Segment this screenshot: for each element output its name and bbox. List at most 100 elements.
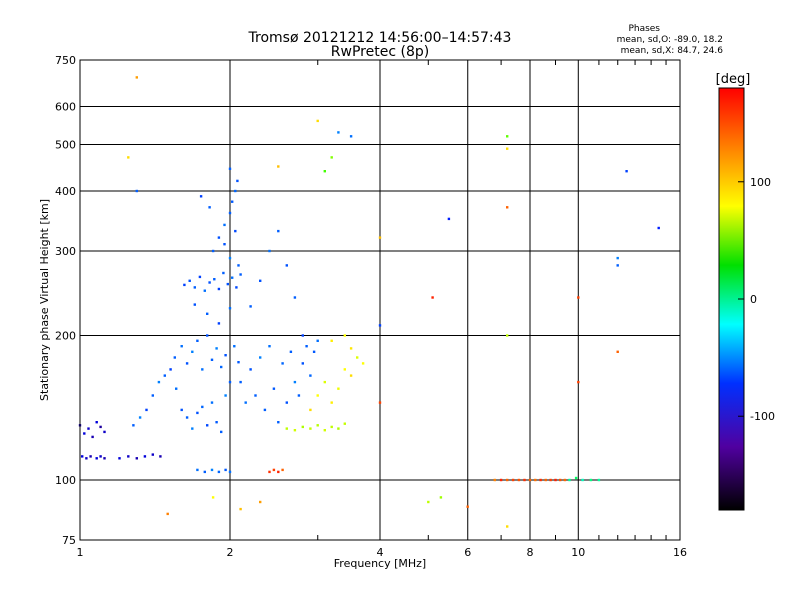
data-point [349, 347, 353, 350]
data-point [559, 478, 562, 482]
data-point [228, 167, 232, 170]
data-point [616, 264, 619, 267]
data-point [191, 350, 194, 353]
data-point [223, 223, 226, 227]
data-point [616, 350, 619, 353]
y-axis-ticks: 75 100 200 300 400 500 600 750 [55, 54, 76, 547]
data-point [151, 453, 154, 456]
chart-subtitle: RwPretec (8p) [331, 44, 429, 60]
x-tick-label: 2 [227, 546, 234, 559]
data-point [523, 478, 526, 482]
data-point [217, 322, 221, 325]
colorbar-ticks: 100 0 -100 [738, 176, 775, 423]
data-point [316, 339, 319, 342]
data-point [277, 229, 280, 233]
data-point [272, 468, 276, 472]
data-point [188, 279, 191, 282]
data-point [574, 476, 578, 480]
data-point [309, 374, 312, 377]
data-point [180, 345, 183, 348]
data-point [127, 455, 130, 458]
data-point [511, 478, 515, 482]
data-point [616, 256, 619, 260]
data-point [143, 455, 147, 458]
data-point [259, 500, 262, 504]
y-tick-label: 750 [55, 54, 76, 67]
data-point [210, 358, 214, 361]
data-point [91, 435, 94, 439]
data-point [361, 362, 365, 365]
data-point [343, 334, 346, 337]
data-point [581, 478, 584, 482]
data-point [309, 408, 312, 412]
data-point [132, 424, 135, 427]
data-point [349, 374, 353, 377]
data-point [554, 478, 557, 482]
data-point [95, 457, 98, 460]
data-point [206, 424, 209, 427]
data-point [506, 206, 509, 209]
data-point [145, 408, 148, 412]
data-point [343, 422, 346, 425]
data-point [237, 361, 240, 364]
data-point [138, 416, 142, 419]
data-point [337, 131, 340, 134]
data-point [337, 427, 340, 430]
data-point [226, 282, 229, 286]
data-point [203, 470, 206, 474]
data-point [493, 478, 496, 482]
data-point [210, 468, 214, 472]
data-point [293, 296, 297, 299]
data-point [281, 468, 284, 472]
data-point [277, 421, 280, 424]
data-point [103, 457, 106, 460]
data-point [211, 496, 215, 499]
data-point [577, 380, 580, 384]
phase-box-x-stats: mean, sd,X: 84.7, 24.6 [621, 46, 724, 56]
data-point [87, 427, 90, 430]
phase-box-o-stats: mean, sd,O: -89.0, 18.2 [617, 35, 723, 45]
data-point [281, 362, 284, 365]
data-point [157, 380, 161, 384]
data-point [309, 427, 312, 430]
data-point [99, 455, 102, 458]
data-point [330, 339, 333, 342]
data-point [539, 478, 542, 482]
data-point [427, 500, 430, 504]
data-point [163, 374, 166, 377]
data-point [99, 425, 102, 429]
data-point [293, 380, 297, 384]
y-tick-label: 500 [55, 139, 76, 152]
data-point [259, 356, 262, 359]
data-point [439, 496, 443, 499]
data-point [506, 147, 509, 150]
data-point [289, 350, 293, 353]
data-point [330, 425, 333, 429]
data-point [239, 507, 242, 511]
data-point [233, 345, 236, 348]
data-point [323, 170, 326, 173]
data-point [305, 345, 308, 348]
data-point [517, 478, 521, 482]
data-point [343, 368, 346, 371]
data-point [625, 170, 628, 173]
data-point [466, 505, 469, 508]
data-point [285, 401, 288, 404]
data-point [657, 226, 660, 230]
data-point [127, 156, 130, 159]
data-point [185, 362, 189, 365]
data-point [506, 135, 509, 138]
x-tick-label: 8 [527, 546, 534, 559]
data-point [499, 478, 503, 482]
data-point [249, 368, 252, 371]
data-point [316, 119, 319, 123]
y-axis-label: Stationary phase Virtual Height [km] [38, 199, 51, 401]
data-point [330, 401, 333, 404]
data-point [201, 405, 204, 409]
data-point [81, 455, 84, 458]
data-point [95, 421, 98, 424]
data-point [198, 275, 202, 279]
data-point [196, 411, 199, 415]
data-point [237, 264, 240, 267]
data-point [259, 279, 262, 282]
